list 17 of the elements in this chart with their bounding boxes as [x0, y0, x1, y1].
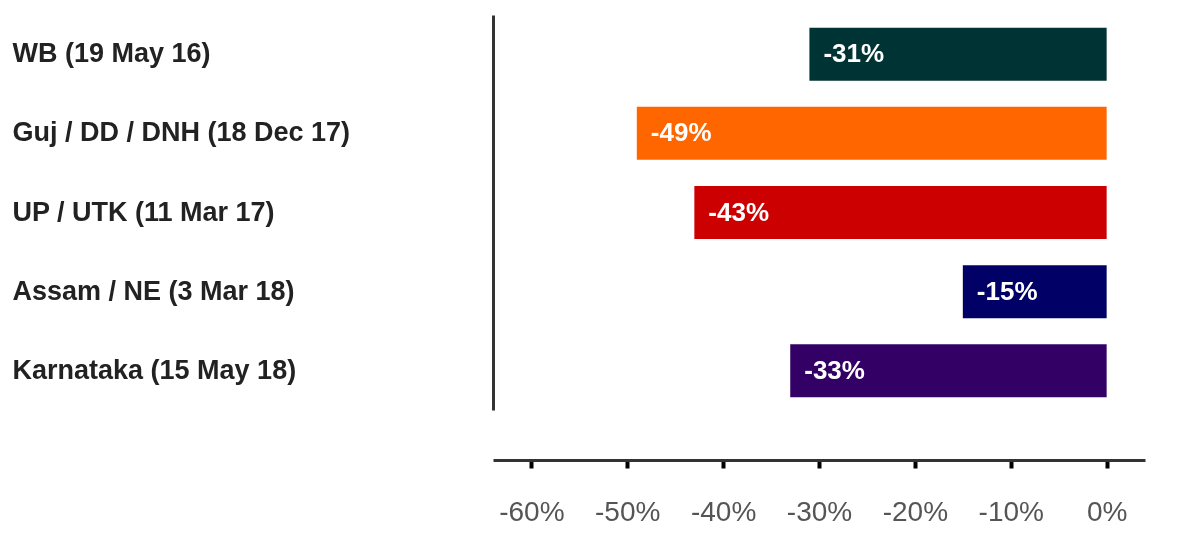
data-label: -31% [823, 38, 885, 69]
x-tick-label: -50% [595, 495, 661, 527]
data-label: -33% [804, 354, 865, 385]
y-tick-label: Assam / NE (3 Mar 18) [12, 275, 295, 306]
x-tick-label: -10% [978, 495, 1044, 527]
x-tick-label: -30% [786, 495, 853, 527]
data-label: -43% [708, 196, 770, 227]
y-tick-label: Guj / DD / DNH (18 Dec 17) [12, 117, 351, 148]
data-label: -49% [650, 117, 712, 148]
x-tick-label: -20% [882, 495, 949, 527]
y-tick-label: WB (19 May 16) [12, 38, 211, 69]
x-tick-label: -40% [690, 495, 757, 527]
data-label: -15% [976, 275, 1038, 306]
y-tick-label: UP / UTK (11 Mar 17) [12, 196, 275, 227]
x-tick-label: 0% [1086, 495, 1128, 527]
y-tick-label: Karnataka (15 May 18) [12, 354, 297, 385]
x-tick-label: -60% [499, 495, 565, 527]
